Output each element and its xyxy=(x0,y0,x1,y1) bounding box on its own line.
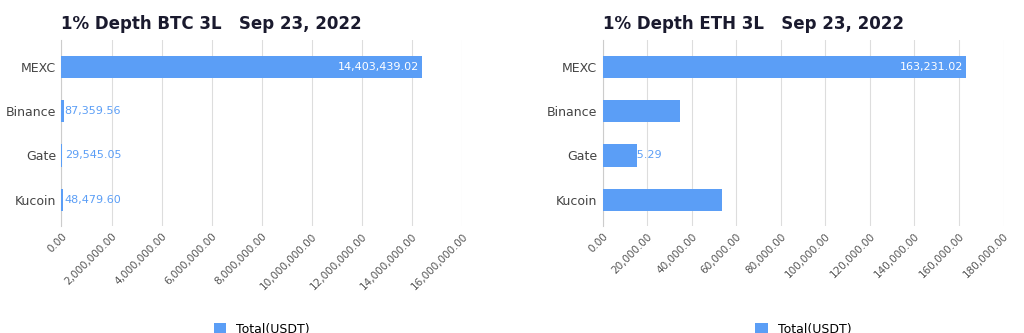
Bar xyxy=(603,56,967,78)
Bar xyxy=(61,100,63,122)
Bar xyxy=(61,56,422,78)
Bar xyxy=(603,189,722,211)
Text: 48,479.60: 48,479.60 xyxy=(65,195,122,205)
Bar xyxy=(603,144,637,166)
Text: 29,545.05: 29,545.05 xyxy=(65,151,121,161)
Bar xyxy=(603,100,680,122)
Legend: Total(USDT): Total(USDT) xyxy=(214,323,310,333)
Text: 1% Depth BTC 3L   Sep 23, 2022: 1% Depth BTC 3L Sep 23, 2022 xyxy=(61,15,362,33)
Text: 34,783.54: 34,783.54 xyxy=(606,106,663,116)
Text: 87,359.56: 87,359.56 xyxy=(65,106,121,116)
Text: 1% Depth ETH 3L   Sep 23, 2022: 1% Depth ETH 3L Sep 23, 2022 xyxy=(603,15,903,33)
Text: 53,615.24: 53,615.24 xyxy=(606,195,663,205)
Text: 14,403,439.02: 14,403,439.02 xyxy=(338,62,419,72)
Text: 15,485.29: 15,485.29 xyxy=(606,151,663,161)
Bar xyxy=(61,189,62,211)
Legend: Total(USDT): Total(USDT) xyxy=(755,323,851,333)
Text: 163,231.02: 163,231.02 xyxy=(900,62,963,72)
